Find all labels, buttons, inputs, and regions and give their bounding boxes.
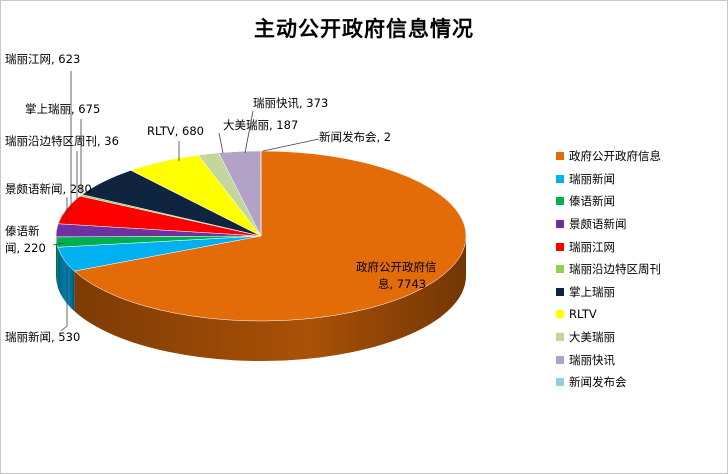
legend-item[interactable]: 瑞丽快讯 (556, 348, 721, 371)
data-label-0-line-1: 息, 7743 (378, 277, 426, 291)
legend-item[interactable]: 景颇语新闻 (556, 213, 721, 236)
legend-label: 瑞丽新闻 (569, 171, 615, 186)
pie-side-0 (74, 236, 466, 361)
legend-label: 瑞丽江网 (569, 239, 615, 254)
data-label-4-line-0: 瑞丽江网, 623 (5, 52, 80, 66)
legend-swatch (556, 220, 564, 229)
legend-label: 景颇语新闻 (569, 217, 627, 232)
pie-side-2 (56, 236, 58, 288)
pie-slice-0[interactable] (73, 150, 467, 322)
legend-swatch (556, 197, 564, 206)
legend-swatch (556, 355, 564, 364)
legend-item[interactable]: 瑞丽新闻 (556, 168, 721, 191)
legend-label: 瑞丽快讯 (569, 352, 615, 367)
legend-item[interactable]: 傣语新闻 (556, 190, 721, 213)
legend-item[interactable]: 瑞丽江网 (556, 235, 721, 258)
leader-line-1 (60, 267, 68, 332)
legend-swatch (556, 378, 564, 387)
leader-line-2 (52, 242, 65, 246)
legend-swatch (556, 287, 564, 296)
data-label-2-line-0: 傣语新 (5, 224, 40, 238)
legend-item[interactable]: 政府公开政府信息 (556, 145, 721, 168)
legend-item[interactable]: 瑞丽沿边特区周刊 (556, 258, 721, 281)
data-label-10-line-0: 新闻发布会, 2 (319, 130, 391, 144)
legend-label: 大美瑞丽 (569, 330, 615, 345)
leader-line-10 (262, 138, 320, 152)
leader-line-9 (244, 110, 254, 154)
data-label-6-line-0: 掌上瑞丽, 675 (25, 102, 100, 116)
chart-legend: 政府公开政府信息 瑞丽新闻傣语新闻景颇语新闻瑞丽江网瑞丽沿边特区周刊 掌上瑞丽 RLT… (556, 145, 721, 394)
data-label-8-line-0: 大美瑞丽, 187 (223, 118, 298, 132)
chart-title: 主动公开政府信息情况 (254, 17, 474, 41)
data-label-2-line-1: 闻, 220 (5, 241, 46, 255)
legend-swatch (556, 242, 564, 251)
pie-side-walls (56, 236, 466, 361)
data-label-0-line-0: 政府公开政府信 (356, 260, 437, 274)
leader-line-8 (218, 132, 224, 154)
data-label-5-line-0: 瑞丽沿边特区周刊, 36 (5, 134, 119, 148)
legend-swatch (556, 265, 564, 274)
legend-item[interactable]: 新闻发布会 (556, 371, 721, 394)
pie-slices (55, 150, 467, 322)
pie-side-1 (57, 247, 75, 312)
legend-label: RLTV (569, 307, 597, 322)
legend-label: 傣语新闻 (569, 194, 615, 209)
data-label-9-line-0: 瑞丽快讯, 373 (253, 96, 328, 110)
data-label-7-line-0: RLTV, 680 (147, 124, 204, 138)
legend-item[interactable]: 大美瑞丽 (556, 326, 721, 349)
data-label-1-line-0: 瑞丽新闻, 530 (5, 330, 80, 344)
legend-swatch (556, 333, 564, 342)
data-label-3-line-0: 景颇语新闻, 280 (5, 182, 92, 196)
legend-item[interactable]: 掌上瑞丽 (556, 281, 721, 304)
legend-item[interactable]: RLTV (556, 303, 721, 326)
legend-swatch (556, 152, 564, 161)
legend-label: 瑞丽沿边特区周刊 (569, 262, 661, 277)
legend-label: 掌上瑞丽 (569, 284, 615, 299)
legend-swatch (556, 174, 564, 183)
data-labels: 政府公开政府信息, 7743 瑞丽新闻, 530 傣语新闻, 220 景颇语新闻, 2… (5, 52, 437, 344)
legend-label: 政府公开政府信息 (569, 149, 661, 164)
legend-label: 新闻发布会 (569, 375, 627, 390)
legend-swatch (556, 310, 564, 319)
